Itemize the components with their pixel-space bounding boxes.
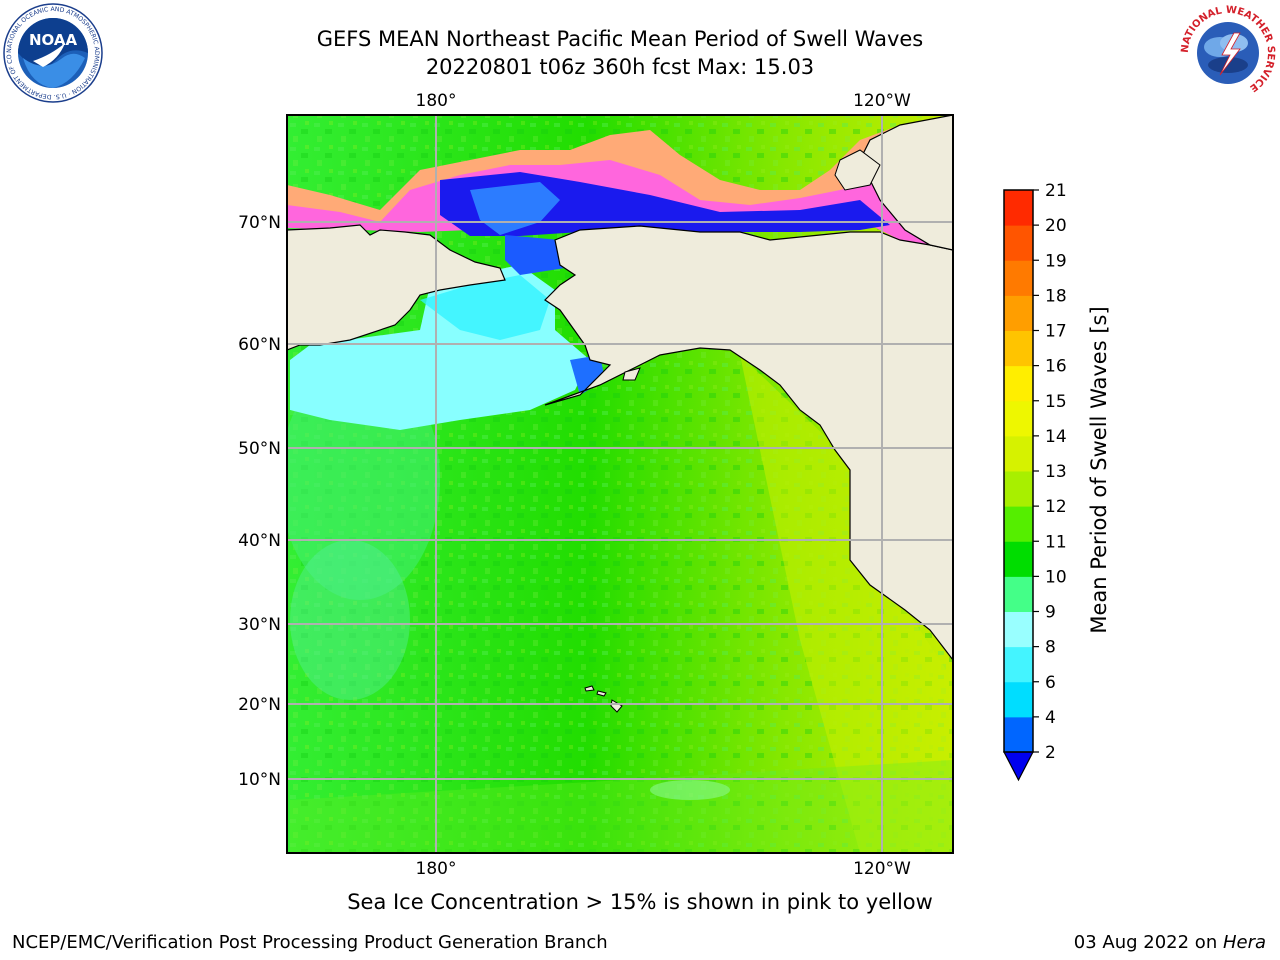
- colorbar-band: [1004, 260, 1033, 296]
- colorbar-tick-label: 15: [1045, 392, 1067, 412]
- colorbar-tick-label: 20: [1045, 216, 1067, 236]
- colorbar-band: [1004, 506, 1033, 542]
- footer-host: Hera: [1222, 932, 1266, 953]
- lat-label-60n: 60°N: [238, 335, 281, 355]
- lat-label-10n: 10°N: [238, 770, 281, 790]
- map-area: [287, 115, 953, 853]
- colorbar-tick-label: 18: [1045, 286, 1067, 306]
- colorbar-band: [1004, 716, 1033, 753]
- lat-label-70n: 70°N: [238, 213, 281, 233]
- footer-date: 03 Aug 2022 on Hera: [1074, 932, 1266, 953]
- lat-label-50n: 50°N: [238, 439, 281, 459]
- lon-label-bottom-120w: 120°W: [853, 859, 911, 879]
- colorbar-extend-arrow: [1003, 751, 1034, 782]
- nws-logo: NATIONAL WEATHER SERVICE: [1180, 5, 1276, 101]
- sea-ice-caption: Sea Ice Concentration > 15% is shown in …: [347, 890, 933, 914]
- colorbar-tick-label: 9: [1045, 603, 1056, 623]
- colorbar-tick-label: 10: [1045, 567, 1067, 587]
- land-hawaii: [584, 685, 595, 692]
- colorbar-tick-label: 17: [1045, 322, 1067, 342]
- colorbar-band: [1004, 471, 1033, 507]
- colorbar-band: [1004, 330, 1033, 367]
- lon-label-top-180: 180°: [416, 91, 457, 111]
- colorbar-tick-label: 4: [1045, 708, 1056, 728]
- colorbar-tick-label: 12: [1045, 497, 1067, 517]
- colorbar-band: [1004, 225, 1033, 261]
- noaa-logo: NATIONAL OCEANIC AND ATMOSPHERIC ADMINIS…: [3, 3, 103, 103]
- colorbar-tick-label: 14: [1045, 427, 1067, 447]
- colorbar-tick-label: 2: [1045, 743, 1056, 763]
- colorbar-band: [1004, 611, 1033, 648]
- colorbar-label: Mean Period of Swell Waves [s]: [1087, 306, 1111, 633]
- colorbar-band: [1004, 681, 1033, 718]
- colorbar-band: [1004, 541, 1033, 577]
- colorbar: 2 4 6 8 9 10 11 12 13 14 15 16 17 18 19 20 21: [1003, 181, 1067, 782]
- lon-label-top-120w: 120°W: [853, 91, 911, 111]
- land-north-america: [544, 225, 953, 680]
- colorbar-band: [1004, 190, 1033, 226]
- colorbar-tick-label: 13: [1045, 462, 1067, 482]
- colorbar-band: [1004, 365, 1033, 402]
- map-frame: [286, 114, 954, 854]
- noaa-logo-text: NOAA: [29, 31, 78, 49]
- colorbar-tick-label: 11: [1045, 532, 1067, 552]
- colorbar-band: [1004, 400, 1033, 437]
- graticule: [287, 115, 953, 853]
- colorbar-tick-label: 16: [1045, 357, 1067, 377]
- colorbar-tick-label: 19: [1045, 251, 1067, 271]
- colorbar-band: [1004, 435, 1033, 472]
- colorbar-tick-label: 6: [1045, 673, 1056, 693]
- lat-label-20n: 20°N: [238, 695, 281, 715]
- footer-date-text: 03 Aug 2022 on: [1073, 932, 1223, 953]
- lat-label-30n: 30°N: [238, 615, 281, 635]
- chart-subtitle: 20220801 t06z 360h fcst Max: 15.03: [425, 55, 815, 79]
- chart-title: GEFS MEAN Northeast Pacific Mean Period …: [316, 27, 924, 51]
- colorbar-band: [1004, 646, 1033, 683]
- colorbar-band: [1004, 576, 1033, 612]
- colorbar-tick-label: 21: [1045, 181, 1067, 201]
- colorbar-tick-label: 8: [1045, 638, 1056, 658]
- lat-label-40n: 40°N: [238, 531, 281, 551]
- colorbar-band: [1004, 295, 1033, 331]
- footer-credit: NCEP/EMC/Verification Post Processing Pr…: [12, 932, 608, 953]
- land-arctic-canada: [859, 115, 953, 251]
- lon-label-bottom-180: 180°: [416, 859, 457, 879]
